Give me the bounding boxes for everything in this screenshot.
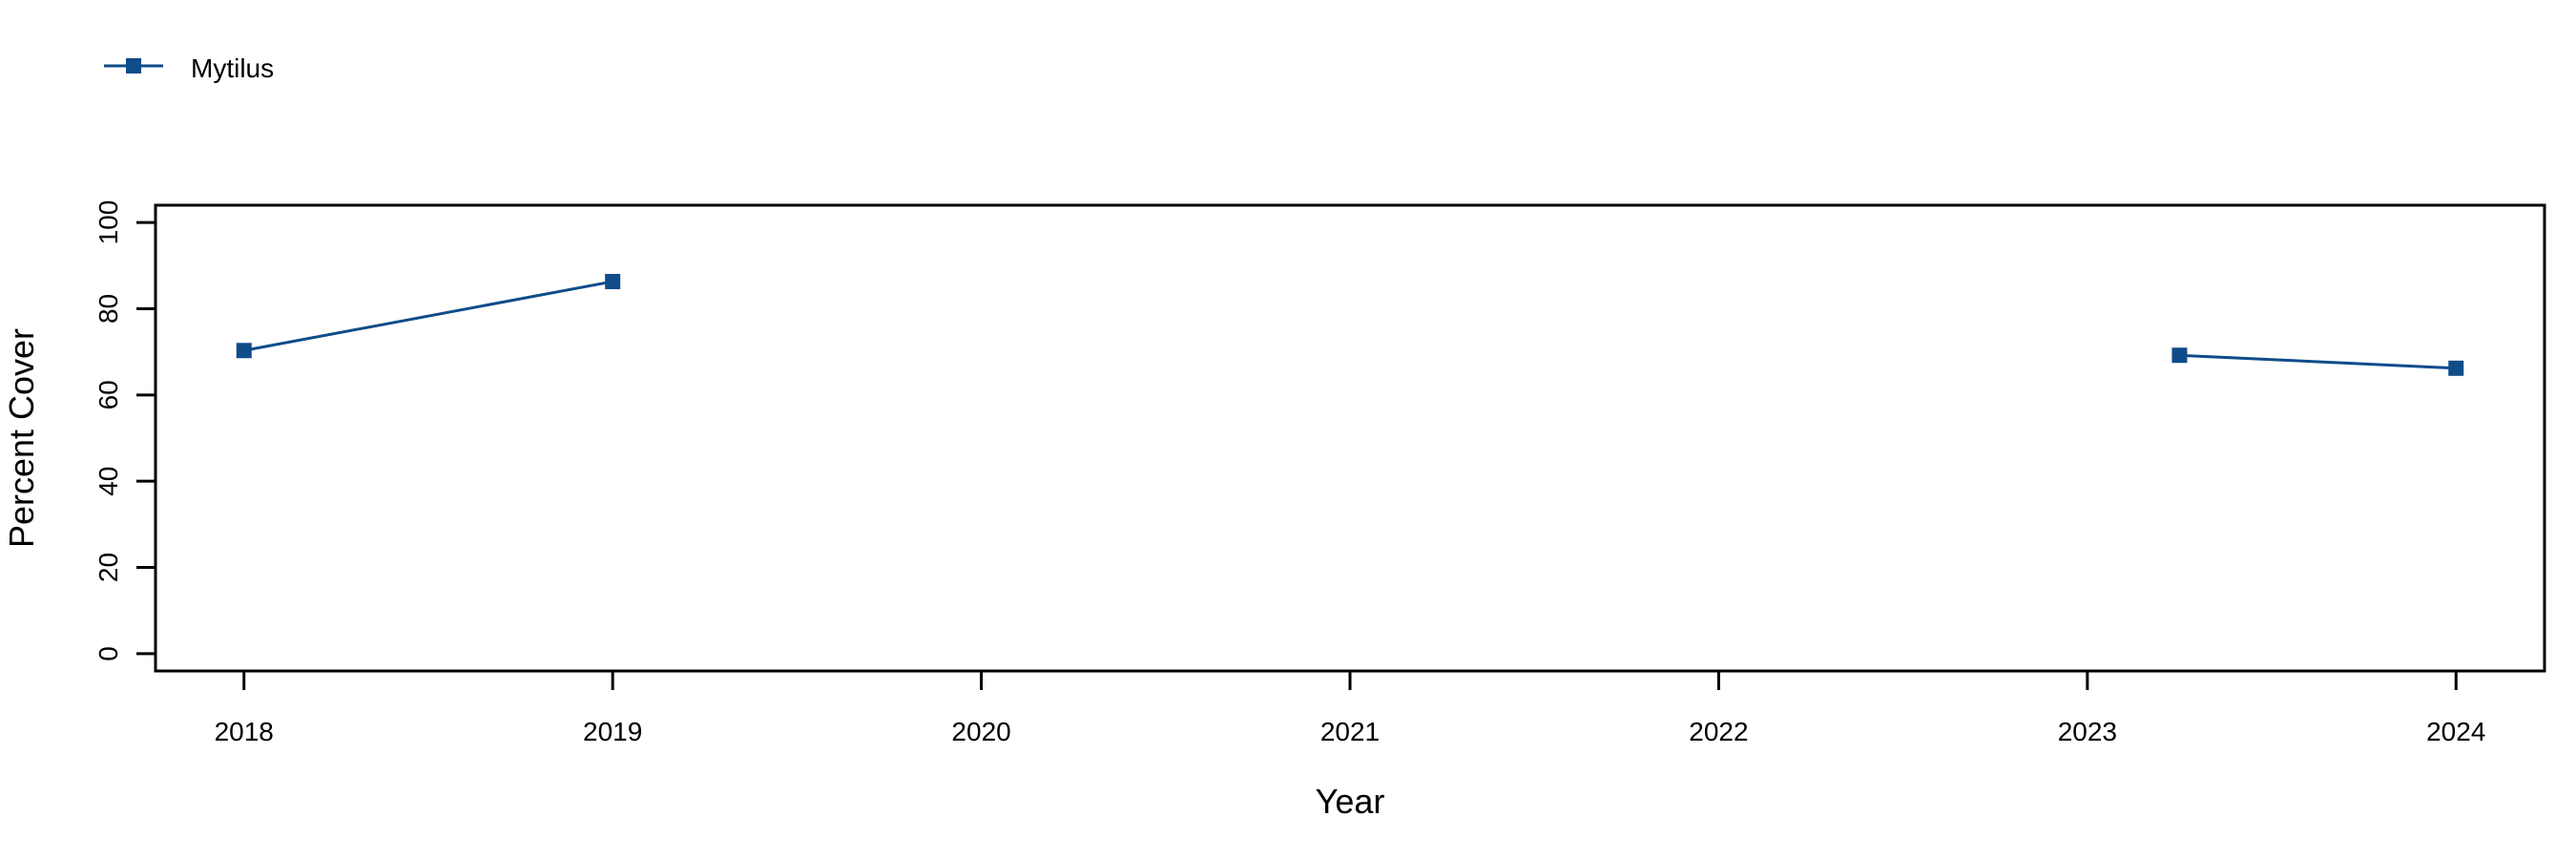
y-tick-label: 40	[93, 467, 123, 496]
y-tick-label: 20	[93, 553, 123, 582]
legend: Mytilus	[104, 53, 274, 83]
y-axis-label: Percent Cover	[2, 328, 41, 548]
data-point	[236, 343, 252, 359]
x-tick-label: 2024	[2426, 717, 2485, 746]
y-tick-label: 100	[93, 200, 123, 245]
legend-label: Mytilus	[191, 53, 274, 83]
legend-marker	[126, 58, 141, 73]
data-point	[2171, 347, 2188, 364]
x-tick-label: 2019	[583, 717, 642, 746]
y-axis: 0 20 40 60 80 100	[93, 200, 156, 661]
series-line	[243, 280, 613, 352]
series-mytilus	[236, 273, 2464, 376]
x-axis: 2018 2019 2020 2021 2022 2023 2024	[215, 671, 2485, 746]
data-point	[605, 273, 621, 289]
x-tick-label: 2020	[951, 717, 1010, 746]
x-tick-label: 2023	[2058, 717, 2117, 746]
y-tick-label: 80	[93, 294, 123, 324]
series-line	[2179, 353, 2457, 370]
y-tick-label: 60	[93, 380, 123, 409]
data-point	[2448, 360, 2464, 376]
y-tick-label: 0	[93, 646, 123, 661]
x-axis-label: Year	[1316, 782, 1385, 821]
x-tick-label: 2018	[215, 717, 274, 746]
plot-area-border	[154, 203, 2546, 673]
x-tick-label: 2022	[1689, 717, 1748, 746]
x-tick-label: 2021	[1320, 717, 1380, 746]
